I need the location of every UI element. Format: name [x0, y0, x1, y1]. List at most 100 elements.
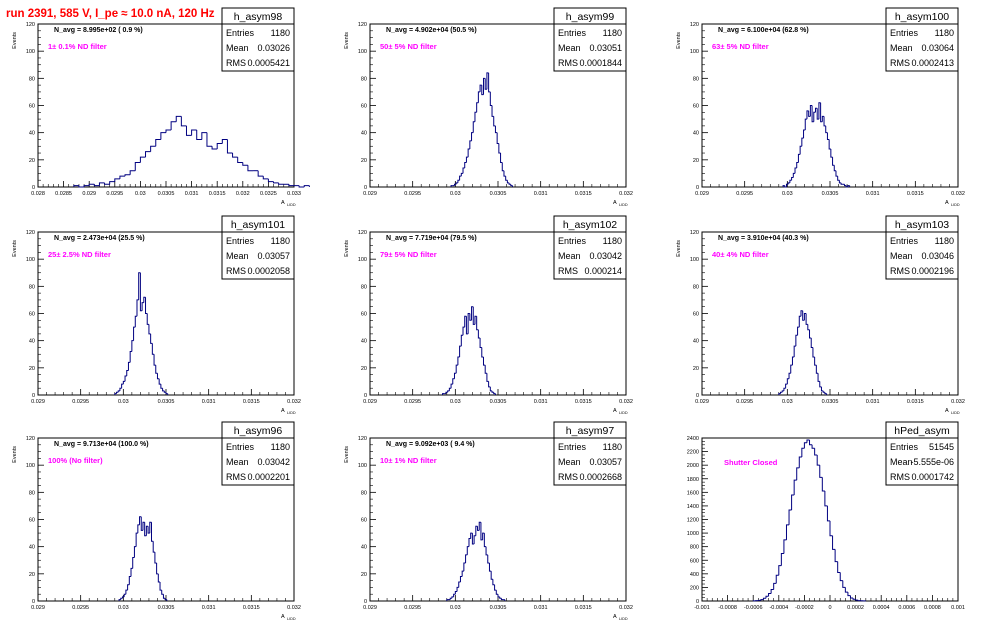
histogram-bin: [498, 143, 501, 154]
histogram-bin: [797, 326, 800, 336]
histogram-bin: [493, 116, 496, 127]
x-axis-title-subscript: LIDD: [287, 203, 296, 207]
histogram-bin: [465, 156, 469, 163]
histogram-bin: [478, 521, 481, 531]
y-tick-label: 100: [358, 257, 367, 263]
histogram-bin: [471, 533, 475, 545]
y-tick-label: 20: [29, 366, 35, 372]
stats-value: 0.0001844: [579, 58, 622, 68]
stats-value: 0.0002413: [911, 58, 954, 68]
x-tick-label: 0.03: [118, 605, 129, 611]
stats-box: [221, 421, 295, 486]
histogram-bin: [824, 392, 827, 395]
y-tick-label: 100: [690, 49, 699, 55]
histogram-bin: [163, 390, 166, 393]
run-title: run 2391, 585 V, I_pe ≈ 10.0 nA, 120 Hz: [6, 8, 215, 20]
x-tick-label: 0.0315: [575, 191, 592, 197]
histogram-bin: [129, 170, 136, 175]
histogram-bin: [109, 181, 115, 185]
histogram-bin: [141, 302, 144, 311]
histogram-bin: [247, 165, 254, 172]
histogram-bin: [475, 525, 478, 536]
histogram-bin: [807, 324, 810, 331]
histogram-panel-h_asym98: 0 20 40 60 80 100 120 0.028 0.0285 0.029 0.0295 0.0…: [12, 7, 310, 207]
histogram-bin: [157, 573, 161, 583]
histogram-bin: [798, 315, 801, 328]
histogram-bin: [820, 386, 824, 392]
histogram-bin: [479, 337, 482, 348]
histogram-bin: [482, 356, 486, 366]
histogram-panel-h_asym103: 0 20 40 60 80 100 120 0.029 0.0295 0.03 0.0305 0.03…: [676, 215, 965, 415]
x-tick-label: 0.031: [866, 399, 880, 405]
x-axis-title: A: [281, 200, 285, 206]
y-tick-label: 120: [690, 22, 699, 28]
histogram-bin: [155, 138, 161, 147]
stats-box: [553, 421, 627, 486]
histogram-bin: [788, 372, 791, 379]
histogram-bin: [160, 384, 163, 389]
filter-annotation: 10± 1% ND filter: [380, 456, 437, 465]
histogram-bin: [781, 390, 784, 393]
histogram-bin: [145, 151, 151, 158]
x-tick-label: 0.0305: [158, 605, 175, 611]
x-tick-label: 0.0295: [736, 399, 753, 405]
histogram-bin: [470, 532, 473, 539]
stats-label: Entries: [558, 236, 587, 246]
stats-box: [885, 7, 959, 72]
x-tick-label: 0.03: [450, 191, 461, 197]
stats-value: 0.03057: [257, 251, 290, 261]
histogram-bin: [801, 447, 805, 458]
y-tick-label: 60: [29, 312, 35, 318]
stats-value: 0.03064: [921, 43, 954, 53]
histogram-bin: [232, 153, 238, 158]
histogram-bin: [844, 587, 848, 593]
histogram-bin: [780, 391, 783, 394]
histogram-bin: [132, 557, 135, 569]
histogram-bin: [453, 372, 457, 379]
histogram-bin: [155, 365, 158, 374]
y-tick-label: 80: [361, 490, 367, 496]
y-axis-title: Events: [344, 32, 350, 49]
histogram-bin: [847, 185, 850, 187]
y-tick-label: 40: [693, 131, 699, 137]
histogram-bin: [474, 111, 477, 122]
navg-label: N_avg = 3.910e+04 (40.3 %): [718, 235, 809, 242]
stats-value: 1180: [603, 236, 622, 246]
y-axis-title: Events: [12, 32, 18, 49]
histogram-panel-h_asym100: 0 20 40 60 80 100 120 0.029 0.0295 0.03 0.0305 0.03…: [676, 7, 965, 207]
histogram-bin: [462, 167, 465, 174]
histogram-bin: [88, 183, 95, 186]
y-axis-title: Events: [344, 240, 350, 257]
histogram-bin: [123, 593, 126, 597]
histogram-bin: [78, 185, 85, 188]
histogram-bin: [492, 579, 495, 586]
x-tick-label: 0.0295: [404, 191, 421, 197]
x-tick-label: 0.0325: [260, 191, 277, 197]
stats-value: 0.03026: [257, 43, 290, 53]
filter-annotation: 79± 5% ND filter: [380, 250, 437, 259]
histogram-bin: [487, 554, 490, 564]
y-tick-label: 120: [26, 22, 35, 28]
histogram-bin: [156, 373, 160, 380]
y-axis-title: Events: [676, 32, 682, 49]
histogram-bin: [483, 533, 487, 548]
histogram-bin: [164, 598, 167, 601]
stats-value: 0.0002201: [247, 472, 290, 482]
y-tick-label: 80: [29, 76, 35, 82]
histogram-bin: [211, 146, 218, 150]
histogram-bin: [119, 387, 122, 391]
x-tick-label: 0.03: [450, 399, 461, 405]
histogram-panel-h_asym102: 0 20 40 60 80 100 120 0.029 0.0295 0.03 0.0305 0.03…: [344, 215, 633, 415]
x-tick-label: 0.031: [534, 605, 548, 611]
histogram-bin: [471, 306, 474, 321]
histogram-bin: [826, 505, 830, 522]
histogram-bin: [128, 576, 132, 585]
histogram-bin: [257, 170, 264, 177]
y-tick-label: 1400: [687, 504, 699, 510]
histogram-bin: [765, 595, 769, 599]
histogram-bin: [93, 184, 100, 187]
stats-label: RMS: [890, 472, 910, 482]
histogram-bin: [142, 521, 145, 531]
y-tick-label: 1000: [687, 531, 699, 537]
